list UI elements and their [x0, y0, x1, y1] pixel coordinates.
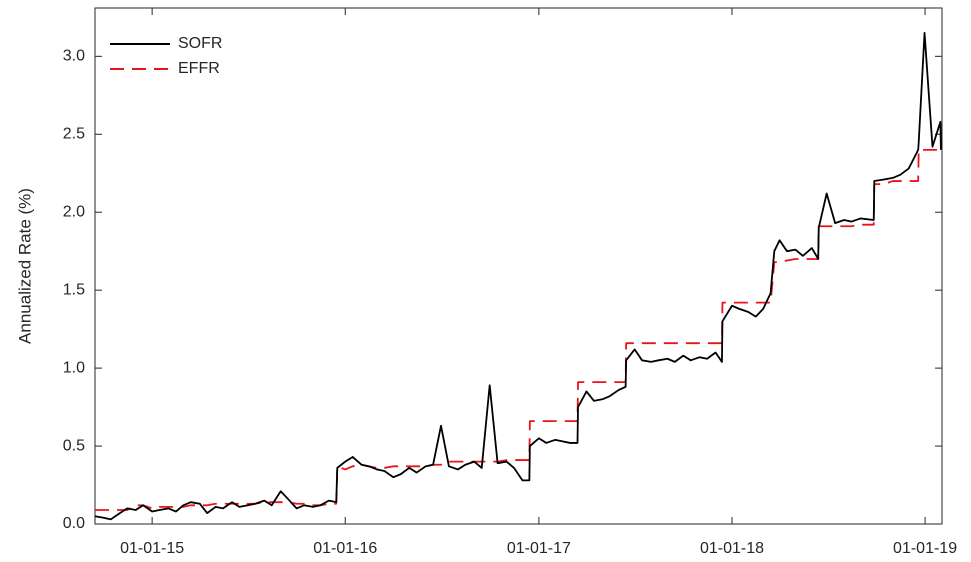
- y-tick-label: 1.5: [63, 281, 85, 298]
- x-tick-label: 01-01-17: [507, 540, 571, 557]
- series-line: [94, 32, 942, 521]
- plot-frame: [94, 7, 943, 525]
- y-tick-label: 2.5: [63, 125, 85, 142]
- series-line: [95, 148, 942, 511]
- y-tick-label: 0.0: [63, 515, 85, 532]
- legend-label: SOFR: [178, 35, 222, 52]
- y-axis-label: Annualized Rate (%): [15, 188, 34, 344]
- y-tick-label: 3.0: [63, 48, 85, 65]
- legend-label: EFFR: [178, 60, 220, 77]
- x-tick-label: 01-01-16: [313, 540, 377, 557]
- x-tick-label: 01-01-15: [120, 540, 184, 557]
- y-tick-label: 2.0: [63, 203, 85, 220]
- x-tick-label: 01-01-18: [700, 540, 764, 557]
- y-tick-label: 0.5: [63, 437, 85, 454]
- x-tick-label: 01-01-19: [893, 540, 957, 557]
- y-tick-label: 1.0: [63, 359, 85, 376]
